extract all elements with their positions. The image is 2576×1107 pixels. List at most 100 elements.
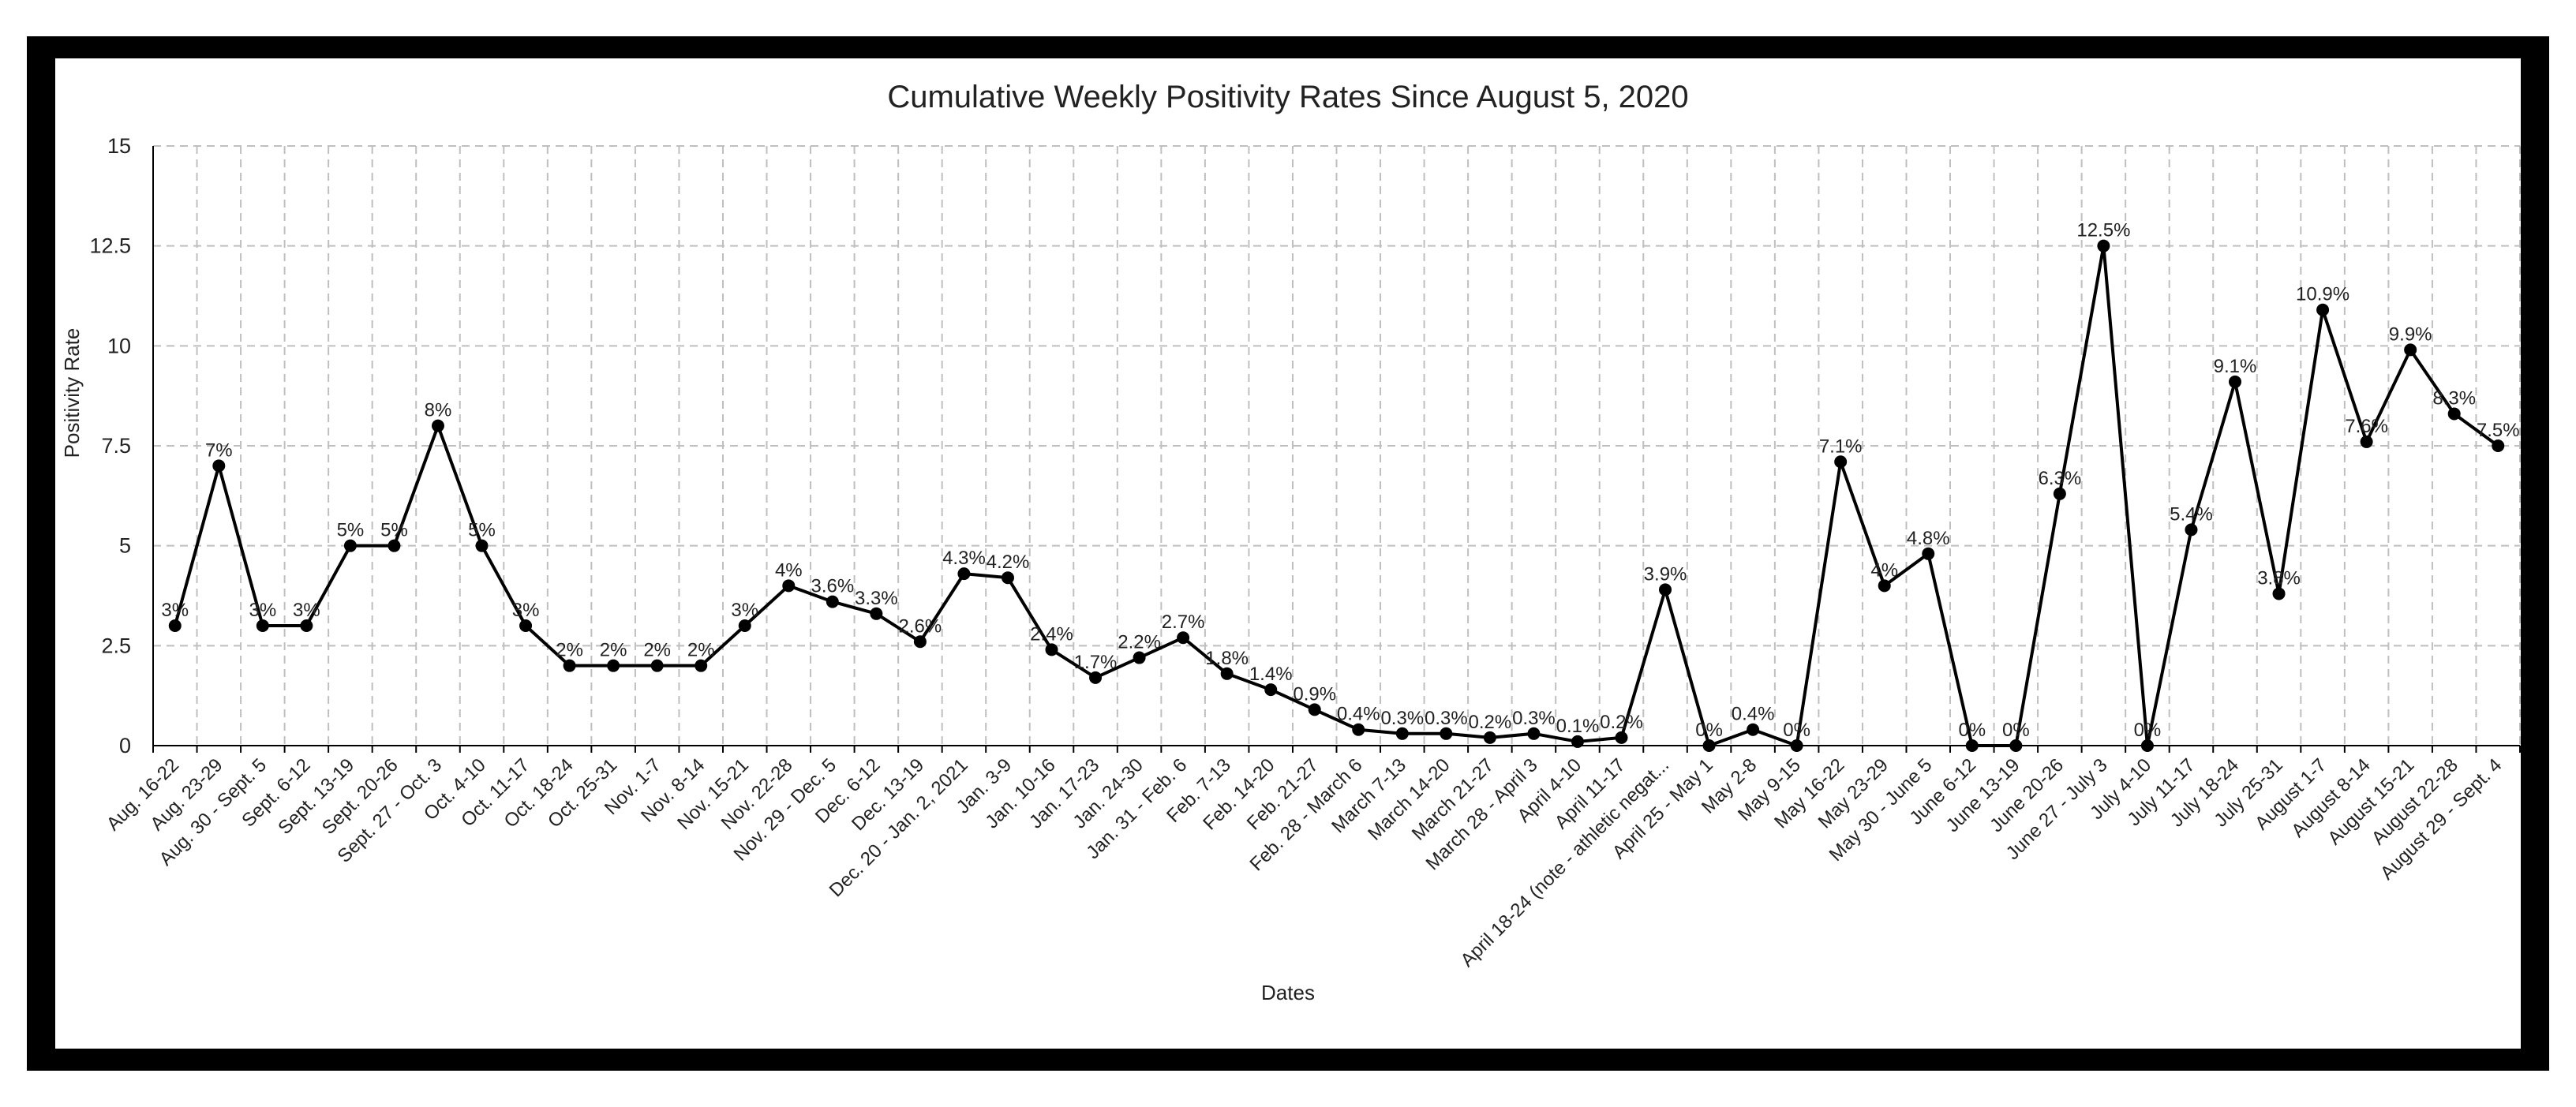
- data-point: [1308, 703, 1321, 716]
- data-point: [1045, 643, 1058, 656]
- data-point: [1395, 727, 1409, 740]
- data-label: 1.4%: [1249, 664, 1293, 685]
- data-point: [519, 619, 533, 632]
- data-point: [1659, 583, 1672, 597]
- data-label: 0%: [2134, 720, 2162, 741]
- data-point: [2360, 435, 2373, 448]
- data-point: [1790, 739, 1803, 752]
- data-point: [695, 659, 708, 672]
- data-label: 3%: [249, 600, 276, 621]
- data-point: [2053, 487, 2066, 500]
- data-point: [1747, 723, 1760, 736]
- y-tick-label: 15: [107, 134, 131, 158]
- data-label: 9.1%: [2214, 356, 2257, 377]
- data-label: 4.2%: [987, 552, 1030, 573]
- y-tick-label: 7.5: [101, 434, 131, 458]
- data-point: [1177, 631, 1190, 645]
- data-label: 1.8%: [1205, 648, 1249, 669]
- series-line: [173, 244, 2499, 747]
- y-tick-label: 12.5: [89, 234, 131, 258]
- data-label: 2%: [556, 640, 583, 661]
- data-point: [1440, 727, 1453, 740]
- data-point: [2404, 343, 2417, 357]
- data-point: [2492, 439, 2505, 452]
- data-point: [2185, 523, 2198, 537]
- data-label: 0.4%: [1337, 704, 1380, 725]
- data-point: [168, 619, 182, 632]
- data-label: 0.4%: [1732, 704, 1775, 725]
- x-axis-title: Dates: [1261, 981, 1315, 1004]
- data-point: [343, 539, 357, 552]
- data-point: [2316, 303, 2330, 316]
- data-label: 0.2%: [1469, 712, 1512, 733]
- data-point: [650, 659, 664, 672]
- data-point: [256, 619, 269, 632]
- data-label: 2%: [600, 640, 627, 661]
- data-label: 3%: [731, 600, 758, 621]
- data-label: 5.4%: [2170, 503, 2213, 525]
- data-label: 3.9%: [1644, 563, 1687, 585]
- data-point: [563, 659, 576, 672]
- data-label: 3.8%: [2257, 567, 2301, 589]
- data-point: [607, 659, 620, 672]
- data-label: 0%: [2002, 720, 2030, 741]
- data-label: 4.8%: [1907, 528, 1950, 549]
- data-label: 3.6%: [811, 576, 854, 597]
- data-label: 4%: [775, 559, 803, 581]
- data-labels: 3%7%3% 3%5% 5%8%5%3%2% 2% 2% 2%3%4%3.6%3.3%2.…: [161, 220, 2519, 741]
- data-point: [2097, 239, 2110, 252]
- data-label: 3%: [161, 600, 189, 621]
- chart-frame: Cumulative Weekly Positivity Rates Since…: [27, 36, 2549, 1071]
- data-label: 2.7%: [1162, 611, 1205, 633]
- data-points: [168, 239, 2505, 752]
- data-label: 2%: [687, 640, 715, 661]
- data-label: 0%: [1695, 720, 1723, 741]
- y-tick-labels: 0 2.5 5 7.5 10 12.5 15: [89, 134, 131, 757]
- data-label: 7.5%: [2477, 420, 2520, 441]
- data-label: 2.4%: [1030, 623, 1073, 645]
- data-label: 8%: [425, 400, 452, 421]
- data-point: [826, 595, 839, 608]
- data-label: 0.3%: [1425, 708, 1468, 729]
- data-label: 10.9%: [2296, 284, 2349, 305]
- data-point: [738, 619, 751, 632]
- data-point: [1571, 735, 1584, 748]
- data-point: [1133, 651, 1146, 664]
- data-point: [1615, 731, 1628, 744]
- data-point: [1834, 455, 1848, 469]
- data-point: [1702, 739, 1716, 752]
- data-point: [1001, 571, 1014, 585]
- data-point: [782, 579, 796, 593]
- y-tick-label: 5: [119, 534, 131, 558]
- data-label: 3.3%: [855, 588, 898, 609]
- data-point: [957, 567, 971, 581]
- data-point: [913, 635, 927, 649]
- data-label: 5%: [337, 520, 365, 541]
- line-chart: Cumulative Weekly Positivity Rates Since…: [60, 80, 2521, 1004]
- data-point: [2272, 587, 2286, 600]
- data-point: [388, 539, 401, 552]
- data-label: 2%: [643, 640, 671, 661]
- data-label: 0.1%: [1556, 716, 1600, 737]
- data-point: [2229, 375, 2242, 388]
- data-label: 5%: [468, 520, 496, 541]
- data-label: 5%: [380, 520, 408, 541]
- data-label: 2.6%: [899, 615, 942, 637]
- data-point: [1089, 671, 1103, 684]
- data-label: 0%: [1783, 720, 1810, 741]
- data-label: 1.7%: [1074, 652, 1118, 673]
- data-label: 3%: [512, 600, 540, 621]
- data-label: 0.3%: [1512, 708, 1556, 729]
- data-point: [300, 619, 313, 632]
- data-label: 6.3%: [2039, 468, 2082, 489]
- data-label: 4%: [1870, 559, 1898, 581]
- data-label: 7.1%: [1819, 436, 1863, 457]
- data-point: [2447, 407, 2461, 421]
- data-point: [1483, 731, 1496, 744]
- data-point: [1527, 727, 1541, 740]
- data-label: 3%: [293, 600, 320, 621]
- data-point: [1965, 739, 1979, 752]
- axes: [152, 146, 2521, 753]
- data-point: [431, 419, 444, 432]
